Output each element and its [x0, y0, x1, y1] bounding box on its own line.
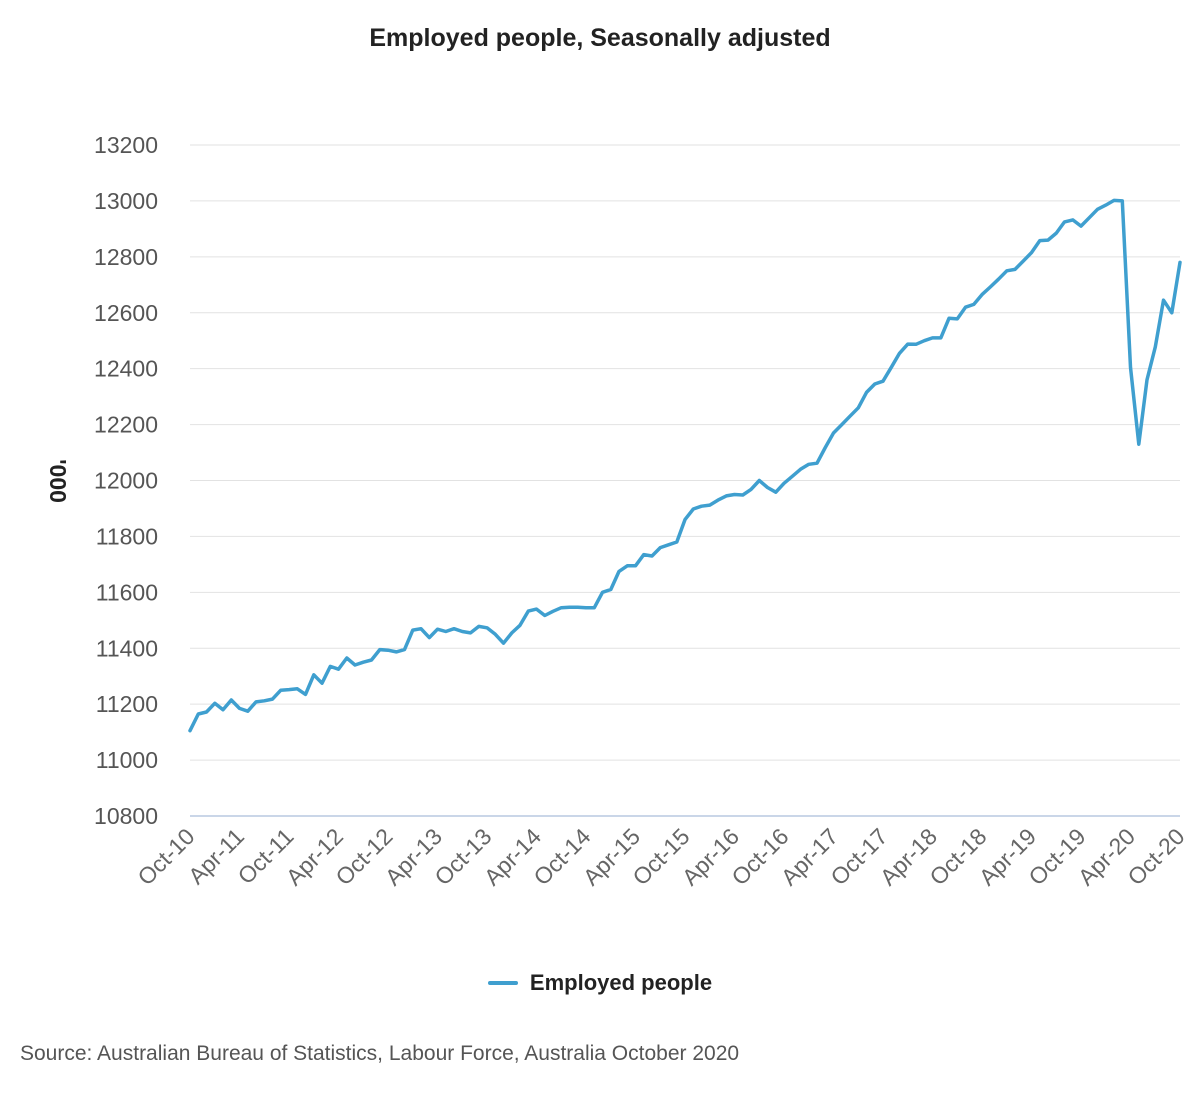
y-tick-label: 11800 [96, 523, 158, 549]
legend-label: Employed people [529, 970, 713, 995]
y-tick-label: 11200 [96, 691, 158, 717]
y-tick-label: 12800 [94, 244, 158, 270]
grid-lines [190, 144, 1180, 817]
y-axis-title: '000 [45, 459, 71, 503]
series-line-employed-people [188, 198, 1182, 733]
x-axis-ticks: Oct-10Apr-11Oct-11Apr-12Oct-12Apr-13Oct-… [132, 823, 1189, 890]
source-note: Source: Australian Bureau of Statistics,… [20, 1042, 740, 1065]
y-tick-label: 11400 [96, 635, 158, 661]
x-tick-label: Oct-20 [1122, 823, 1189, 890]
y-tick-label: 11600 [96, 579, 158, 605]
y-tick-label: 10800 [94, 803, 158, 829]
legend-swatch [487, 981, 518, 985]
x-tick-label: Oct-10 [132, 823, 199, 890]
x-tick-label: Apr-11 [183, 823, 249, 889]
y-tick-label: 12400 [94, 356, 158, 382]
y-tick-label: 12200 [94, 412, 158, 438]
legend: Employed people [0, 970, 1200, 996]
y-tick-label: 13000 [94, 188, 158, 214]
series-lines [188, 198, 1182, 733]
y-tick-label: 12600 [94, 300, 158, 326]
y-tick-label: 13200 [94, 132, 158, 158]
chart-title: Employed people, Seasonally adjusted [369, 24, 831, 52]
y-tick-label: 11000 [96, 747, 158, 773]
y-axis-ticks: 10800 11000 11200 11400 11600 11800 12000 12200… [94, 132, 158, 829]
y-tick-label: 12000 [94, 468, 158, 494]
line-chart: 10800 11000 11200 11400 11600 11800 12000 12200… [45, 132, 1190, 890]
